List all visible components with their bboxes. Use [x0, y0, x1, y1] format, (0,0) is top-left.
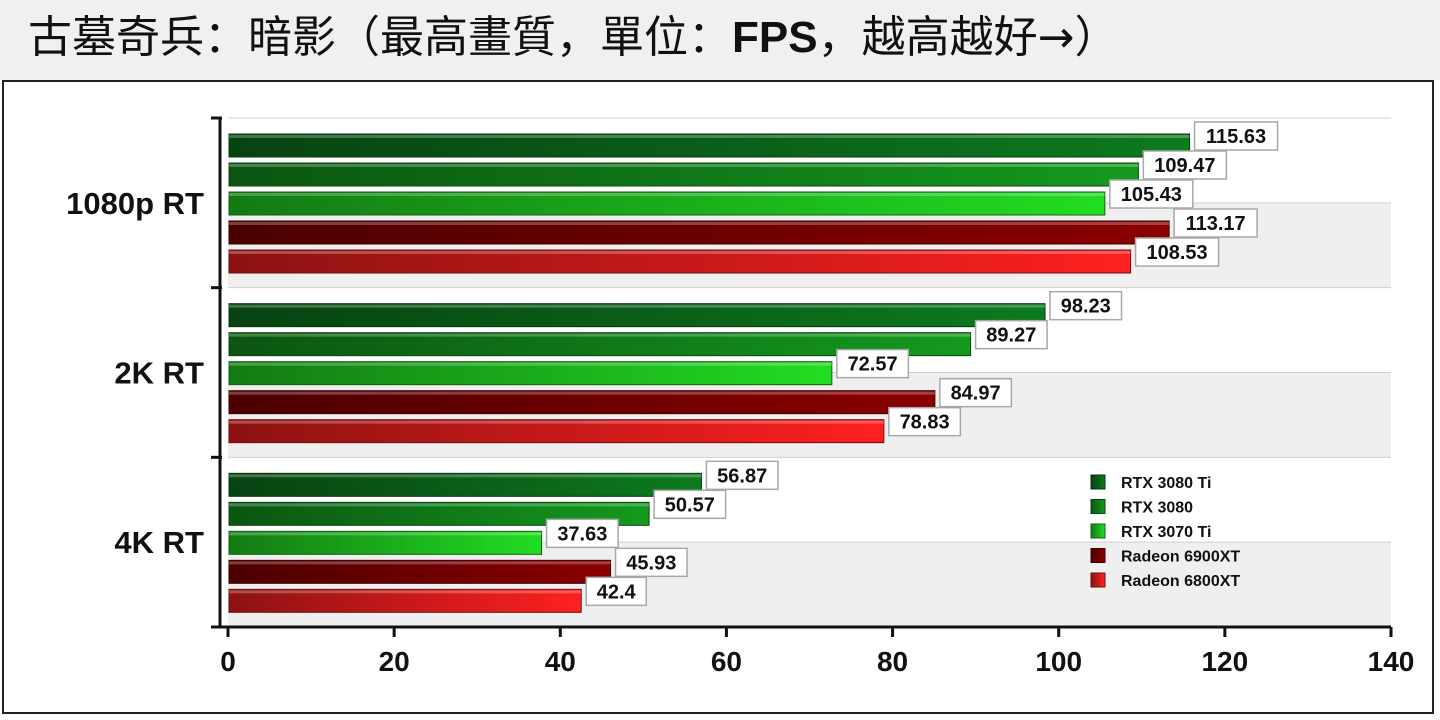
value-label-box [705, 460, 779, 491]
bar-highlight [229, 503, 650, 507]
value-label-box [939, 377, 1013, 408]
value-label-box [653, 489, 727, 520]
title-suffix: ，越高越好→） [817, 12, 1119, 63]
legend-swatch-rtx-3070-ti [1090, 523, 1106, 539]
value-label-box [1193, 121, 1279, 151]
legend-label-rtx-3080: RTX 3080 [1121, 500, 1193, 517]
value-label-box [585, 576, 647, 607]
bars [228, 133, 1191, 613]
legend-swatch-radeon-6900xt [1090, 548, 1106, 563]
bar-highlight [229, 135, 1190, 138]
value-label-rtx-3070-ti-2k-rt: 72.57 [848, 354, 898, 376]
bar-rtx-3080-ti-4k-rt [228, 472, 702, 497]
bar-radeon-6900xt-1080p-rt [228, 220, 1170, 245]
bar-rtx-3070-ti-2k-rt [228, 361, 833, 386]
legend-swatch-rtx-3080-ti [1090, 474, 1106, 490]
title-bar: 古墓奇兵：暗影（最高畫質，單位：FPS，越高越好→） [0, 0, 1440, 80]
value-label-box [974, 319, 1048, 350]
value-label-radeon-6800xt-1080p-rt: 108.53 [1146, 242, 1207, 264]
x-tick-label-80: 80 [877, 646, 908, 677]
value-label-rtx-3080-2k-rt: 89.27 [986, 325, 1036, 347]
legend-label-rtx-3070-ti: RTX 3070 Ti [1121, 524, 1211, 541]
title-unit: FPS [732, 13, 818, 62]
bar-highlight [229, 193, 1105, 196]
x-tick-label-60: 60 [711, 646, 742, 677]
plot-bands [228, 202, 1391, 627]
value-label-box [836, 348, 910, 379]
bar-rtx-3080-2k-rt [228, 332, 972, 357]
value-label-rtx-3070-ti-1080p-rt: 105.43 [1121, 184, 1182, 206]
value-label-radeon-6800xt-4k-rt: 42.4 [597, 581, 637, 603]
title-prefix: 古墓奇兵：暗影（最高畫質，單位： [28, 12, 732, 63]
value-label-radeon-6900xt-2k-rt: 84.97 [951, 383, 1001, 405]
bar-highlight [229, 164, 1139, 167]
chart-title: 古墓奇兵：暗影（最高畫質，單位：FPS，越高越好→） [28, 10, 1118, 66]
y-tick-label-2k-rt: 2K RT [114, 356, 204, 391]
x-tick-label-40: 40 [545, 646, 576, 677]
value-label-box [1049, 290, 1123, 321]
bar-highlight [229, 532, 542, 536]
value-label-box [888, 406, 962, 437]
value-label-radeon-6900xt-1080p-rt: 113.17 [1186, 213, 1246, 235]
y-tick-label-4k-rt: 4K RT [114, 525, 204, 560]
bar-highlight [229, 362, 832, 366]
bar-rtx-3080-4k-rt [228, 501, 650, 526]
bar-highlight [229, 474, 702, 478]
bar-rtx-3080-1080p-rt [228, 162, 1139, 187]
bar-highlight [229, 222, 1170, 225]
value-label-box [614, 547, 688, 578]
bar-highlight [229, 391, 935, 395]
x-tick-label-100: 100 [1035, 646, 1082, 677]
plot-band [228, 372, 1391, 458]
bar-rtx-3080-ti-2k-rt [228, 303, 1046, 328]
x-tick-label-120: 120 [1201, 646, 1248, 677]
bar-highlight [229, 333, 971, 337]
legend-label-rtx-3080-ti: RTX 3080 Ti [1121, 475, 1211, 492]
value-label-rtx-3080-ti-2k-rt: 98.23 [1061, 296, 1111, 318]
legend-label-radeon-6900xt: Radeon 6900XT [1121, 549, 1240, 566]
bar-highlight [229, 561, 611, 565]
y-tick-label-1080p-rt: 1080p RT [66, 186, 204, 221]
value-label-box [545, 518, 619, 549]
bar-radeon-6900xt-4k-rt [228, 559, 612, 584]
value-label-rtx-3080-ti-1080p-rt: 115.63 [1206, 126, 1266, 148]
legend-swatch-radeon-6800xt [1090, 572, 1106, 588]
axes: 1080p RT 2K RT 4K RT 0 20 40 60 80 100 120 140 [66, 116, 1415, 677]
legend: RTX 3080 Ti RTX 3080 RTX 3070 Ti Radeon 690… [1090, 474, 1240, 590]
bar-radeon-6900xt-2k-rt [228, 390, 936, 415]
x-tick-label-20: 20 [379, 646, 410, 677]
bar-radeon-6800xt-1080p-rt [228, 249, 1132, 274]
bar-highlight [229, 304, 1046, 308]
bar-rtx-3080-ti-1080p-rt [228, 133, 1191, 158]
x-tick-label-0: 0 [220, 646, 236, 677]
bar-rtx-3070-ti-4k-rt [228, 530, 543, 555]
bar-highlight [229, 420, 884, 424]
value-label-rtx-3070-ti-4k-rt: 37.63 [557, 523, 607, 545]
value-label-radeon-6800xt-2k-rt: 78.83 [900, 412, 950, 434]
bar-highlight [229, 590, 582, 594]
legend-label-radeon-6800xt: Radeon 6800XT [1121, 573, 1240, 590]
bar-rtx-3070-ti-1080p-rt [228, 191, 1106, 216]
value-label-radeon-6900xt-4k-rt: 45.93 [626, 552, 676, 574]
legend-swatch-rtx-3080 [1090, 499, 1106, 514]
value-label-box [1173, 208, 1258, 238]
value-label-rtx-3080-ti-4k-rt: 56.87 [717, 465, 767, 487]
bar-radeon-6800xt-4k-rt [228, 588, 582, 613]
bar-highlight [229, 251, 1131, 254]
value-label-box [1109, 179, 1194, 209]
plot-band [228, 542, 1391, 627]
value-label-rtx-3080-4k-rt: 50.57 [665, 494, 715, 516]
value-label-box [1134, 237, 1220, 267]
x-tick-label-140: 140 [1368, 646, 1415, 677]
value-label-box [1142, 150, 1228, 180]
value-label-rtx-3080-1080p-rt: 109.47 [1154, 155, 1215, 177]
bar-radeon-6800xt-2k-rt [228, 419, 885, 444]
